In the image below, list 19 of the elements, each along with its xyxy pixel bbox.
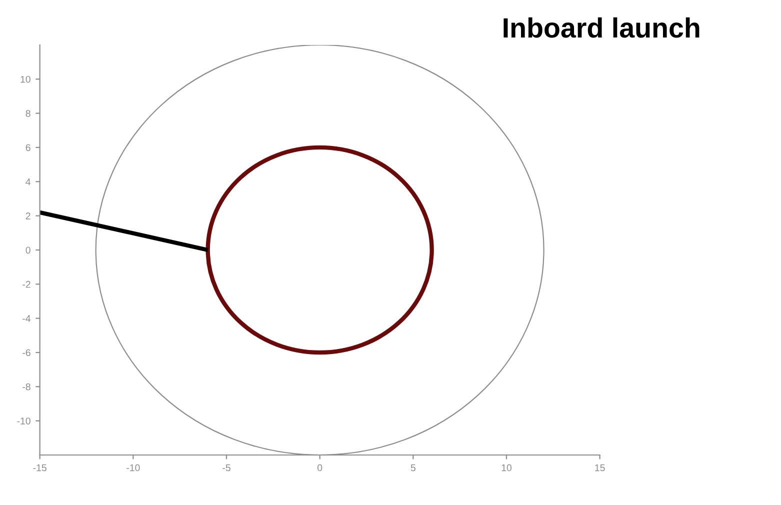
x-tick-label: -10 [126,464,140,472]
y-tick-label: 0 [26,246,30,254]
x-tick-label: -5 [222,464,230,472]
y-tick-label: -10 [17,418,30,424]
y-tick-label: -2 [22,280,30,288]
y-tick-label: -8 [22,383,30,390]
y-tick-label: 10 [20,76,30,83]
x-tick-label: 5 [410,464,416,472]
y-tick-label: -4 [22,315,31,322]
x-tick-label: 0 [317,464,322,472]
y-tick-label: 6 [26,144,30,152]
y-tick-label: 4 [26,178,31,186]
x-tick-label: 10 [502,464,512,472]
x-tick-label: 15 [595,464,605,472]
y-tick-label: 2 [26,212,30,220]
y-tick-label: 8 [26,110,30,117]
y-tick-label: -6 [22,349,30,356]
chart-title: Inboard launch [504,17,700,38]
x-tick-label: -15 [33,464,46,472]
